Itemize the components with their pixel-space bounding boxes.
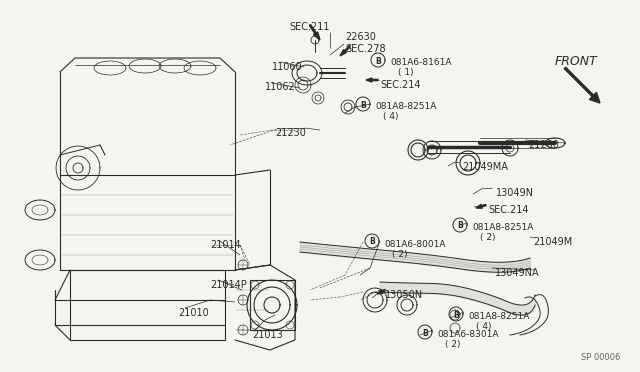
Text: 22630: 22630 [345, 32, 376, 42]
Text: B: B [422, 328, 428, 337]
Text: B: B [453, 311, 459, 320]
Text: B: B [457, 221, 463, 231]
Text: 13049NA: 13049NA [495, 268, 540, 278]
Text: SEC.278: SEC.278 [345, 44, 386, 54]
FancyArrow shape [366, 78, 378, 82]
Text: 21014: 21014 [210, 240, 241, 250]
Text: 21010: 21010 [178, 308, 209, 318]
FancyArrow shape [476, 204, 486, 208]
Text: SEC.214: SEC.214 [488, 205, 529, 215]
Text: ( 2): ( 2) [392, 250, 408, 259]
Text: 081A6-8001A: 081A6-8001A [384, 240, 445, 249]
Text: ( 2): ( 2) [480, 233, 495, 242]
Text: 21049M: 21049M [533, 237, 572, 247]
FancyArrow shape [564, 67, 600, 103]
Text: 21014P: 21014P [210, 280, 247, 290]
Text: FRONT: FRONT [555, 55, 598, 68]
Text: 081A6-8161A: 081A6-8161A [390, 58, 451, 67]
Text: 081A6-8301A: 081A6-8301A [437, 330, 499, 339]
Text: 11062: 11062 [265, 82, 296, 92]
Text: SP 00006: SP 00006 [580, 353, 620, 362]
Text: ( 2): ( 2) [445, 340, 461, 349]
FancyArrow shape [309, 25, 320, 40]
Text: 21200: 21200 [528, 140, 559, 150]
FancyArrow shape [340, 46, 351, 56]
Text: 081A8-8251A: 081A8-8251A [472, 223, 533, 232]
Text: B: B [375, 57, 381, 65]
Text: SEC.214: SEC.214 [380, 80, 420, 90]
Text: ( 1): ( 1) [398, 68, 413, 77]
Text: SEC.211: SEC.211 [289, 22, 330, 32]
FancyArrow shape [377, 289, 385, 294]
Text: B: B [369, 237, 375, 247]
Text: 21013: 21013 [252, 330, 283, 340]
Text: B: B [360, 100, 366, 109]
Text: 13050N: 13050N [385, 290, 423, 300]
Text: ( 4): ( 4) [383, 112, 399, 121]
Text: ( 4): ( 4) [476, 322, 492, 331]
Text: 13049N: 13049N [496, 188, 534, 198]
Text: 081A8-8251A: 081A8-8251A [375, 102, 436, 111]
Text: 21049MA: 21049MA [462, 162, 508, 172]
Text: 11060: 11060 [272, 62, 303, 72]
Text: 081A8-8251A: 081A8-8251A [468, 312, 529, 321]
Text: 21230: 21230 [275, 128, 306, 138]
